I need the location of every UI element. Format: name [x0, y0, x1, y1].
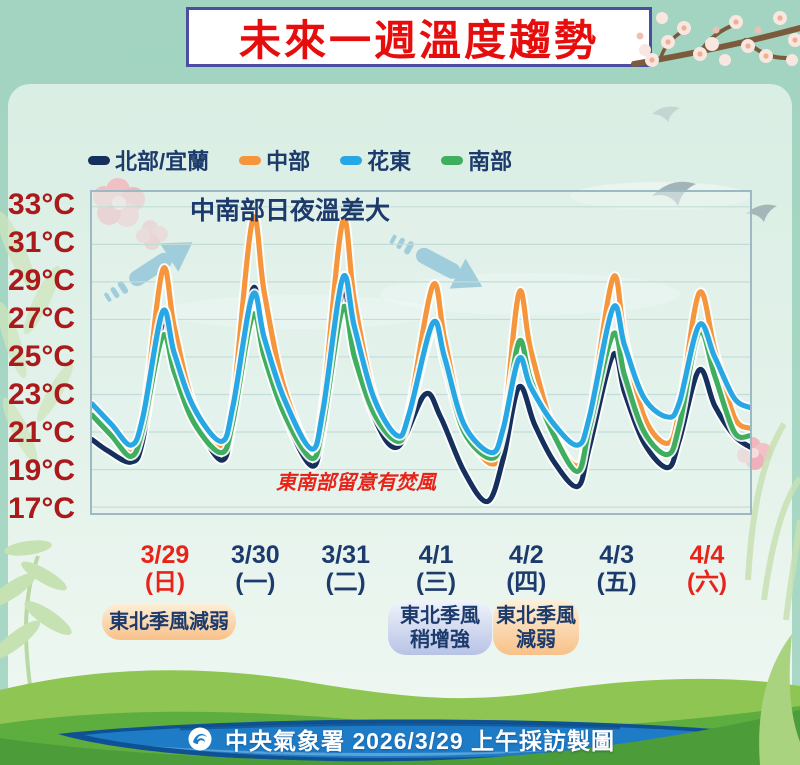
legend-item-南部: 南部 [441, 144, 512, 176]
date-text: 3/31 [321, 541, 370, 569]
monsoon-badge: 東北季風減弱 [493, 600, 579, 655]
weekday-text: (日) [145, 569, 185, 596]
temperature-line-chart [87, 206, 755, 508]
y-tick-label: 33°C [8, 188, 76, 221]
badge-text: 稍增強 [410, 628, 470, 651]
title-banner: 未來一週溫度趨勢 [186, 7, 652, 67]
y-tick-label: 25°C [8, 340, 76, 373]
date-text: 4/4 [689, 541, 725, 569]
chart-note: 中南部日夜溫差大 [190, 197, 391, 225]
x-day-label-4/3: 4/3 (五) [569, 541, 665, 597]
y-tick-label: 27°C [8, 302, 76, 335]
legend-label: 中部 [266, 149, 311, 174]
x-day-label-4/1: 4/1 (三) [388, 541, 484, 597]
series-line-中部 [89, 214, 753, 469]
weekday-text: (四) [506, 569, 547, 596]
monsoon-badge: 東北季風 稍增強 [388, 600, 492, 655]
x-day-label-3/29: 3/29 (日) [117, 541, 213, 597]
blossom-branch-decoration [631, 11, 800, 67]
y-tick-label: 17°C [8, 492, 76, 525]
badge-text: 東北季風 [496, 604, 576, 627]
legend-label: 南部 [468, 149, 513, 174]
x-day-label-4/2: 4/2 (四) [478, 541, 574, 597]
legend-marker-icon [88, 155, 110, 165]
legend-item-花東: 花東 [340, 144, 411, 176]
date-text: 3/30 [230, 541, 280, 569]
weekday-text: (一) [235, 569, 276, 596]
x-day-label-3/30: 3/30 (一) [207, 541, 303, 597]
legend-item-北部/宜蘭: 北部/宜蘭 [88, 144, 209, 176]
legend-marker-icon [441, 155, 464, 165]
weekday-text: (三) [415, 569, 456, 596]
date-text: 3/29 [140, 541, 190, 569]
date-text: 4/2 [508, 541, 544, 569]
x-day-label-4/4: 4/4 (六) [659, 541, 755, 597]
y-tick-label: 21°C [8, 416, 76, 449]
y-tick-label: 23°C [8, 378, 76, 411]
badge-text: 東北季風 [400, 604, 480, 627]
foehn-warning-note: 東南部留意有焚風 [276, 472, 436, 494]
weekday-text: (五) [596, 569, 637, 596]
page-title: 未來一週溫度趨勢 [238, 16, 599, 64]
series-line-花東 [89, 272, 753, 456]
x-day-label-3/31: 3/31 (二) [298, 541, 394, 597]
date-text: 4/1 [418, 541, 454, 569]
legend-label: 花東 [367, 149, 412, 174]
weekday-text: (二) [325, 569, 366, 596]
y-tick-label: 31°C [8, 226, 76, 259]
legend-marker-icon [340, 155, 363, 165]
legend-label: 北部/宜蘭 [115, 149, 210, 174]
legend-marker-icon [239, 155, 262, 165]
badge-text: 東北季風減弱 [109, 610, 229, 633]
date-text: 4/3 [599, 541, 635, 569]
y-tick-label: 29°C [8, 264, 76, 297]
badge-text: 減弱 [516, 628, 556, 651]
monsoon-badge: 東北季風減弱 [102, 603, 236, 640]
footer-credit: 中央氣象署 2026/3/29 上午採訪製圖 [0, 722, 800, 756]
weekday-text: (六) [686, 569, 727, 596]
chart-area [87, 190, 755, 515]
legend: 北部/宜蘭 中部 花東 南部 [88, 144, 512, 176]
footer-source-text: 中央氣象署 2026/3/29 上午採訪製圖 [224, 728, 616, 754]
legend-item-中部: 中部 [239, 144, 310, 176]
cwa-logo-icon [188, 727, 212, 751]
y-tick-label: 19°C [8, 454, 76, 487]
